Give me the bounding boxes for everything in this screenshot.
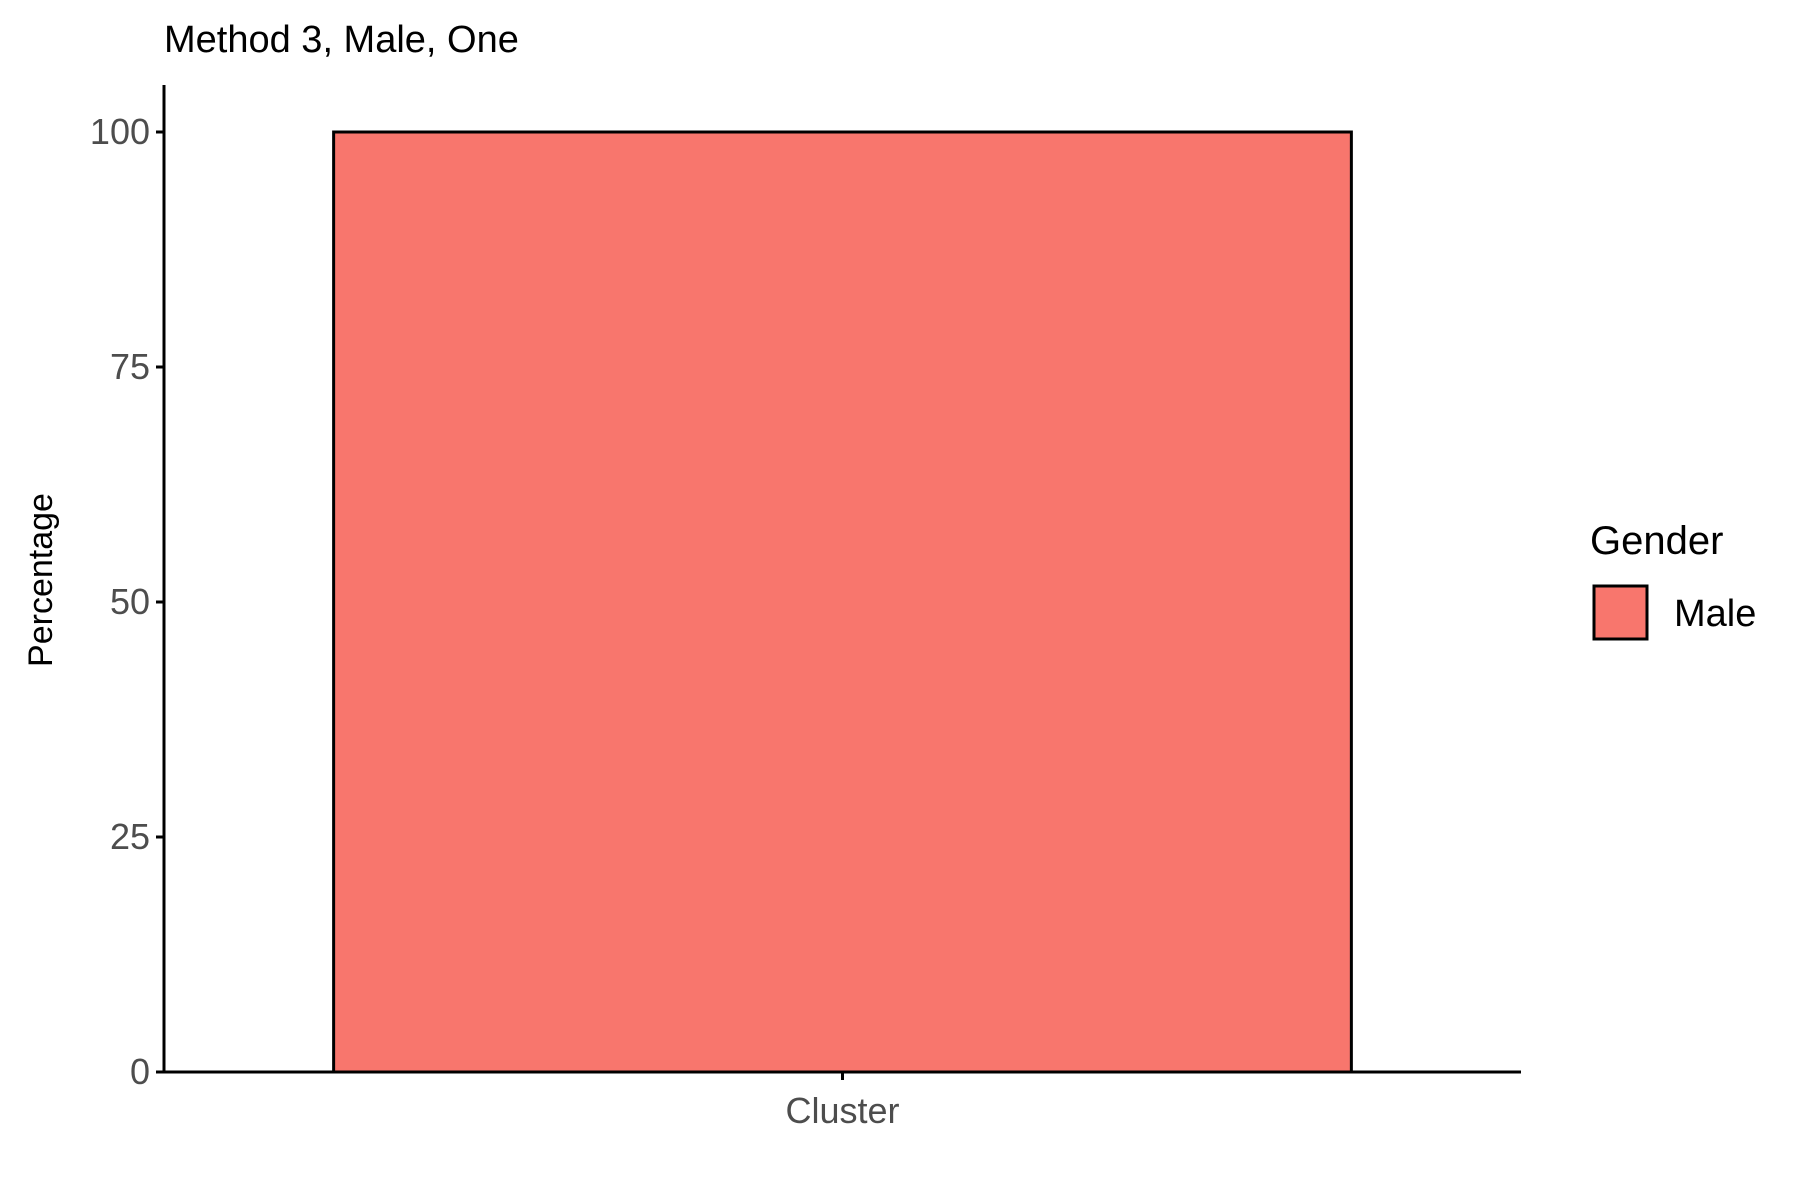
plot-area: 0 25 50 75 100 Cluster — [90, 85, 1521, 1131]
x-axis-ticks: Cluster — [785, 1072, 900, 1131]
x-tick-label: Cluster — [785, 1090, 899, 1131]
y-axis-title: Percentage — [22, 493, 60, 667]
y-tick-label: 25 — [110, 816, 150, 857]
bar-cluster-male — [332, 130, 1353, 1074]
y-tick-label: 75 — [110, 346, 150, 387]
legend-title: Gender — [1590, 519, 1723, 563]
y-tick-label: 0 — [130, 1051, 150, 1092]
legend: Gender Male — [1590, 519, 1756, 641]
legend-label-male: Male — [1674, 593, 1756, 635]
legend-items: Male — [1592, 584, 1756, 641]
y-tick-label: 50 — [110, 581, 150, 622]
legend-key-male — [1592, 584, 1649, 641]
y-tick-label: 100 — [90, 111, 150, 152]
chart-title: Method 3, Male, One — [164, 19, 519, 61]
bars-layer — [332, 130, 1353, 1074]
